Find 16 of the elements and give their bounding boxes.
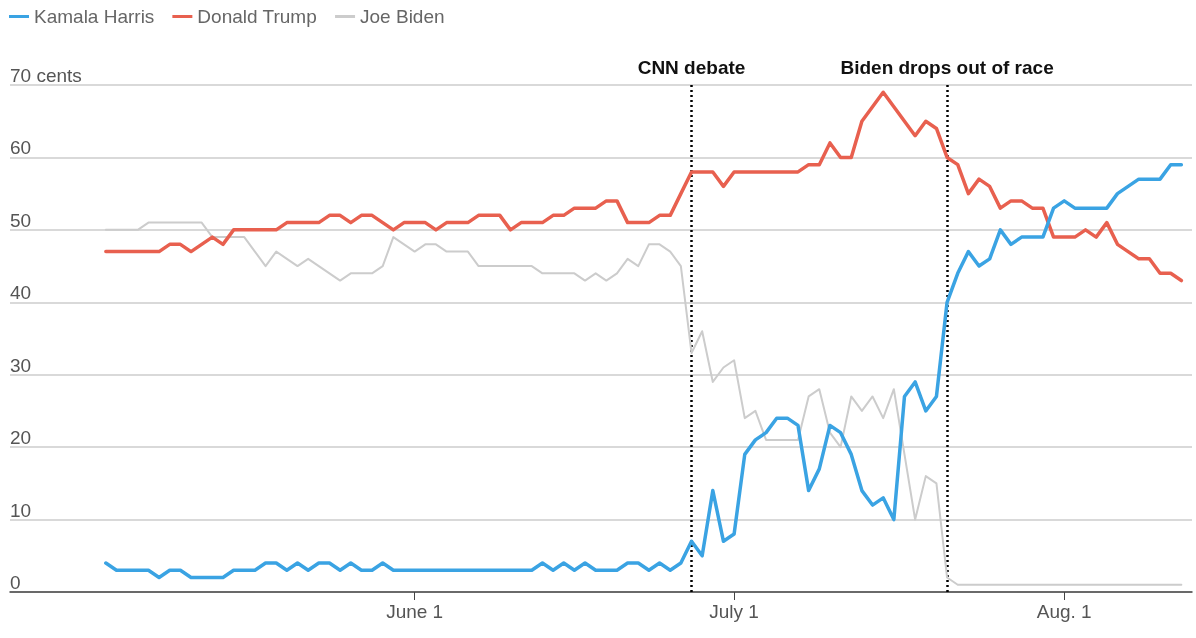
x-tick-label: July 1 — [709, 601, 759, 622]
legend-label: Joe Biden — [360, 6, 445, 27]
ref-line-label: Biden drops out of race — [840, 57, 1054, 78]
y-tick-label: 40 — [10, 282, 32, 304]
ref-line-label: CNN debate — [637, 57, 746, 78]
y-tick-label: 60 — [10, 137, 32, 159]
legend-label: Kamala Harris — [34, 6, 155, 27]
y-tick-label: 0 — [10, 572, 21, 593]
legend-label: Donald Trump — [197, 6, 317, 27]
y-tick-label: 70 cents — [10, 65, 82, 86]
x-tick-label: Aug. 1 — [1036, 601, 1092, 622]
y-tick-label: 20 — [10, 427, 32, 449]
y-tick-label: 10 — [10, 499, 32, 521]
y-tick-label: 30 — [10, 354, 32, 376]
y-tick-label: 50 — [10, 209, 32, 231]
x-tick-label: June 1 — [386, 601, 444, 622]
